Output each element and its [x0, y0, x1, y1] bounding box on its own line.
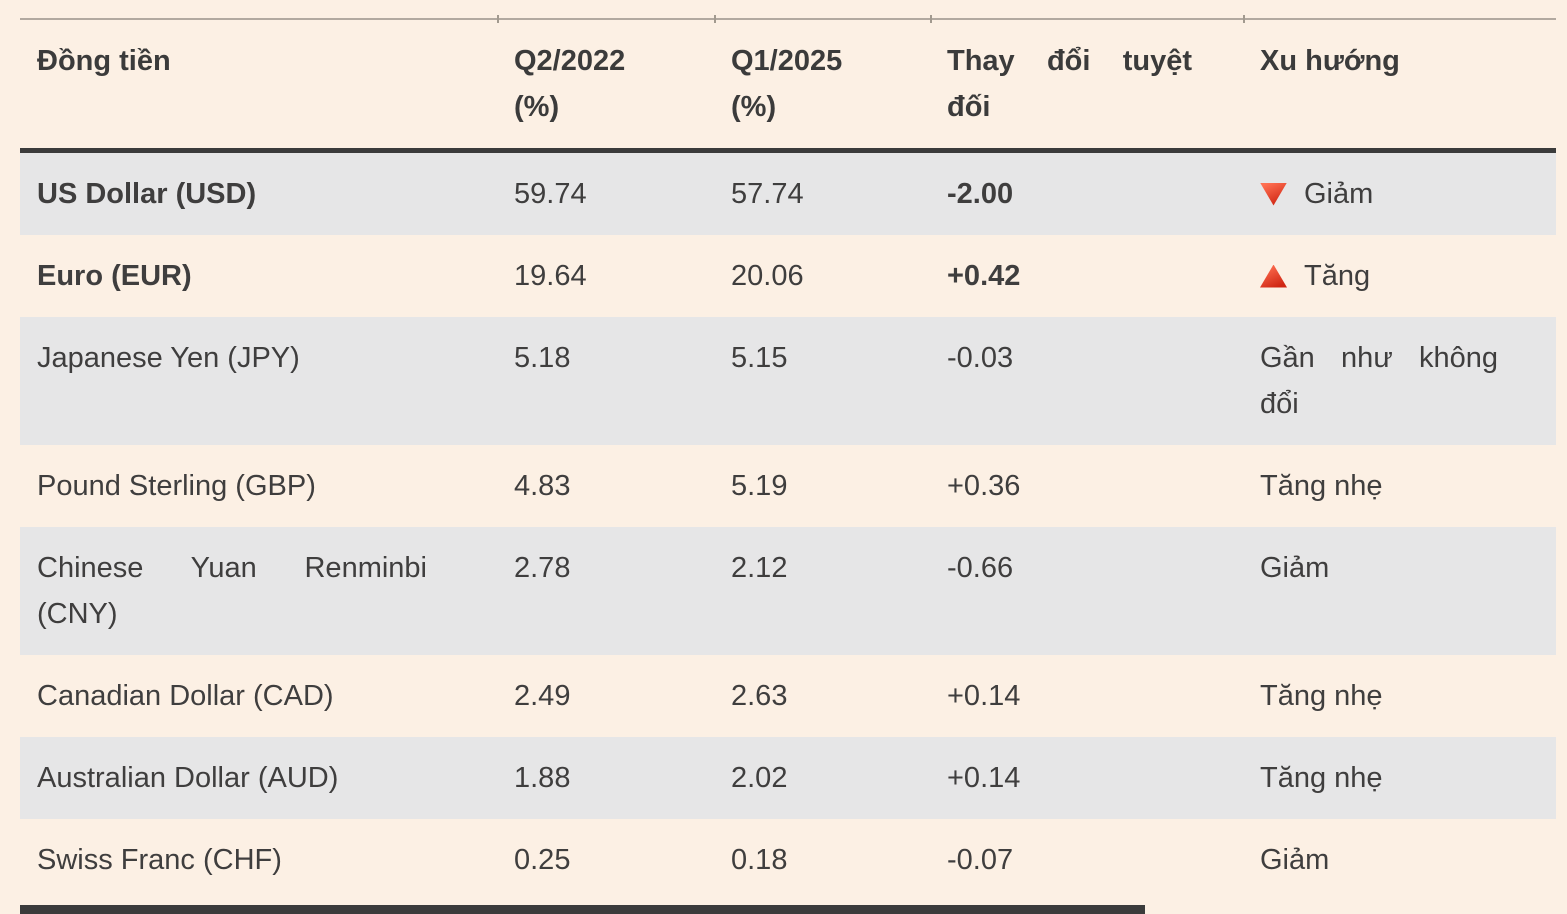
- trend-cell: Tăng: [1243, 235, 1556, 317]
- value-q2-2022: 2.78: [514, 552, 571, 584]
- column-header-q2-2022: Q2/2022 (%): [514, 45, 626, 123]
- trend-label: Tăng nhẹ: [1260, 762, 1383, 794]
- currency-name-cell: Japanese Yen (JPY): [20, 317, 497, 445]
- trend-label: Tăng nhẹ: [1260, 680, 1383, 712]
- trend-label: Tăng: [1304, 260, 1371, 292]
- column-header-q1-2025: Q1/2025 (%): [731, 45, 843, 123]
- table-row: Chinese Yuan Renminbi (CNY) 2.78 2.12 -0.66…: [20, 527, 1556, 655]
- value-absolute-change: +0.14: [947, 762, 1021, 794]
- trend-cell: Gần như không đổi: [1243, 317, 1556, 445]
- value-q1-2025: 5.19: [731, 470, 788, 502]
- currency-name-cell: Chinese Yuan Renminbi (CNY): [20, 527, 497, 655]
- trend-cell: Tăng nhẹ: [1243, 445, 1556, 527]
- currency-name-cell: Australian Dollar (AUD): [20, 737, 497, 819]
- column-divider-tick: [1243, 15, 1245, 23]
- value-q1-2025: 57.74: [731, 178, 804, 210]
- column-header-trend: Xu hướng: [1260, 45, 1400, 77]
- column-divider-tick: [497, 15, 499, 23]
- currency-name: Chinese Yuan Renminbi (CNY): [37, 552, 427, 630]
- value-absolute-change: +0.14: [947, 680, 1021, 712]
- column-header-absolute-change: Thay đổi tuyệt đối: [947, 45, 1192, 123]
- trend-cell: Tăng nhẹ: [1243, 655, 1556, 737]
- value-absolute-change: -0.03: [947, 342, 1014, 374]
- table-row: Australian Dollar (AUD) 1.88 2.02 +0.14 Tăng…: [20, 737, 1556, 819]
- value-q2-2022: 1.88: [514, 762, 571, 794]
- trend-label: Giảm: [1260, 844, 1330, 876]
- currency-name-cell: US Dollar (USD): [20, 153, 497, 235]
- currency-name-cell: Euro (EUR): [20, 235, 497, 317]
- trend-cell: Giảm: [1243, 527, 1556, 655]
- column-divider-tick: [930, 15, 932, 23]
- value-q1-2025: 2.12: [731, 552, 788, 584]
- trend-label: Tăng nhẹ: [1260, 470, 1383, 502]
- value-q1-2025: 0.18: [731, 844, 788, 876]
- currency-name: US Dollar (USD): [37, 178, 257, 210]
- currency-name-cell: Canadian Dollar (CAD): [20, 655, 497, 737]
- trend-label: Giảm: [1304, 178, 1374, 210]
- value-absolute-change: -0.66: [947, 552, 1014, 584]
- value-q1-2025: 2.02: [731, 762, 788, 794]
- trend-label: Giảm: [1260, 552, 1330, 584]
- trend-indicator: Tăng: [1260, 253, 1539, 299]
- value-q2-2022: 19.64: [514, 260, 587, 292]
- currency-name: Canadian Dollar (CAD): [37, 680, 334, 712]
- currency-name: Swiss Franc (CHF): [37, 844, 282, 876]
- currency-name-cell: Pound Sterling (GBP): [20, 445, 497, 527]
- currency-name-cell: Swiss Franc (CHF): [20, 819, 497, 901]
- table-row: Japanese Yen (JPY) 5.18 5.15 -0.03 Gần như k…: [20, 317, 1556, 445]
- table-body: US Dollar (USD) 59.74 57.74 -2.00 Giảm Euro (…: [20, 153, 1556, 901]
- column-header-currency: Đồng tiền: [37, 45, 171, 77]
- table-row: Euro (EUR) 19.64 20.06 +0.42 Tăng: [20, 235, 1556, 317]
- value-q2-2022: 0.25: [514, 844, 571, 876]
- value-q1-2025: 2.63: [731, 680, 788, 712]
- currency-name: Australian Dollar (AUD): [37, 762, 339, 794]
- value-q1-2025: 20.06: [731, 260, 804, 292]
- trend-cell: Giảm: [1243, 153, 1556, 235]
- table-bottom-rule: [20, 905, 1145, 914]
- currency-name: Japanese Yen (JPY): [37, 342, 300, 374]
- value-absolute-change: +0.42: [947, 260, 1021, 292]
- table-row: Pound Sterling (GBP) 4.83 5.19 +0.36 Tăng nh…: [20, 445, 1556, 527]
- table-row: Canadian Dollar (CAD) 2.49 2.63 +0.14 Tăng n…: [20, 655, 1556, 737]
- currency-name: Pound Sterling (GBP): [37, 470, 316, 502]
- value-absolute-change: -0.07: [947, 844, 1014, 876]
- table-row: Swiss Franc (CHF) 0.25 0.18 -0.07 Giảm: [20, 819, 1556, 901]
- value-q2-2022: 59.74: [514, 178, 587, 210]
- currency-comparison-table: Đồng tiền Q2/2022 (%) Q1/2025 (%) Thay đ…: [20, 15, 1556, 914]
- value-q1-2025: 5.15: [731, 342, 788, 374]
- trend-indicator: Giảm: [1260, 171, 1539, 217]
- currency-name: Euro (EUR): [37, 260, 192, 292]
- trend-label: Gần như không đổi: [1260, 342, 1498, 420]
- trend-cell: Tăng nhẹ: [1243, 737, 1556, 819]
- value-q2-2022: 5.18: [514, 342, 571, 374]
- value-q2-2022: 2.49: [514, 680, 571, 712]
- value-absolute-change: +0.36: [947, 470, 1021, 502]
- table-header-row: Đồng tiền Q2/2022 (%) Q1/2025 (%) Thay đ…: [20, 20, 1556, 148]
- table-top-rule: [20, 15, 1556, 23]
- value-q2-2022: 4.83: [514, 470, 571, 502]
- value-absolute-change: -2.00: [947, 178, 1014, 210]
- triangle-down-icon: [1260, 182, 1287, 206]
- trend-cell: Giảm: [1243, 819, 1556, 901]
- triangle-up-icon: [1260, 264, 1287, 288]
- column-divider-tick: [714, 15, 716, 23]
- table-row: US Dollar (USD) 59.74 57.74 -2.00 Giảm: [20, 153, 1556, 235]
- header-bottom-rule: [20, 148, 1556, 153]
